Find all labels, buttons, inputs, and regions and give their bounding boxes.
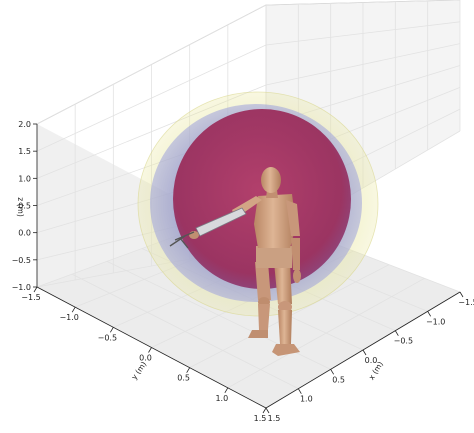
y-tick-mark: [262, 407, 267, 414]
exoskeleton-device: [195, 207, 247, 237]
y-tick-label: −0.5: [98, 333, 117, 342]
y-tick-label: 1.5: [254, 414, 267, 423]
y-tick-label: 0.5: [177, 374, 190, 383]
y-tick-mark: [186, 367, 191, 373]
mannequin-pelvis: [256, 246, 292, 268]
y-tick-mark: [224, 387, 229, 394]
mannequin-torso: [254, 194, 296, 248]
mannequin-figure: [169, 167, 301, 356]
mannequin-right-thigh: [274, 262, 292, 304]
mannequin-right-shin: [278, 310, 292, 344]
z-tick-label: 0.5: [18, 202, 31, 211]
mannequin-left-shin: [258, 304, 270, 330]
z-tick-label: 0.0: [18, 229, 31, 238]
y-tick-label: 1.0: [215, 394, 228, 403]
x-tick-mark: [394, 330, 399, 336]
axis-ticks: −1.0−0.50.00.51.01.52.0−1.5−1.0−0.50.00.…: [12, 120, 474, 423]
mannequin-left-thigh: [255, 262, 271, 300]
z-tick-label: −1.0: [12, 283, 31, 292]
y-tick-label: −1.0: [59, 313, 78, 322]
y-tick-mark: [71, 306, 76, 313]
y-tick-mark: [33, 286, 38, 293]
x-tick-mark: [330, 369, 335, 375]
x-tick-label: −0.5: [394, 337, 413, 346]
z-tick-label: 2.0: [18, 120, 31, 129]
workspace-volumes: [137, 91, 379, 317]
mannequin-left-foot: [248, 330, 268, 338]
x-gridline: [71, 273, 299, 390]
x-tick-label: −1.0: [426, 317, 445, 326]
y-tick-label: −1.5: [21, 293, 40, 302]
mannequin-right-upper-arm: [286, 200, 300, 236]
z-axis-label: z (m): [16, 197, 25, 217]
z-tick-label: 1.0: [18, 174, 31, 183]
x-tick-mark: [265, 407, 270, 414]
x-tick-mark: [362, 349, 367, 356]
y-tick-label: 0.0: [139, 354, 152, 363]
y-axis-label: y (m): [130, 360, 149, 382]
mannequin-right-foot: [272, 344, 300, 356]
x-tick-mark: [459, 291, 464, 298]
x-tick-label: 0.0: [365, 356, 378, 365]
mannequin-right-hand: [293, 269, 301, 283]
x-tick-mark: [297, 388, 302, 394]
mannequin-head: [261, 167, 281, 193]
x-tick-label: 1.5: [268, 414, 281, 423]
z-tick-label: −0.5: [12, 256, 31, 265]
mannequin-right-forearm: [291, 238, 300, 270]
x-tick-label: 1.0: [300, 395, 313, 404]
exoskeleton-gripper: [169, 231, 195, 249]
x-tick-mark: [427, 311, 432, 317]
y-tick-mark: [148, 347, 152, 353]
x-tick-label: −1.5: [458, 298, 474, 307]
x-tick-label: 0.5: [332, 375, 345, 384]
z-tick-label: 1.5: [18, 147, 31, 156]
y-tick-mark: [109, 327, 114, 333]
